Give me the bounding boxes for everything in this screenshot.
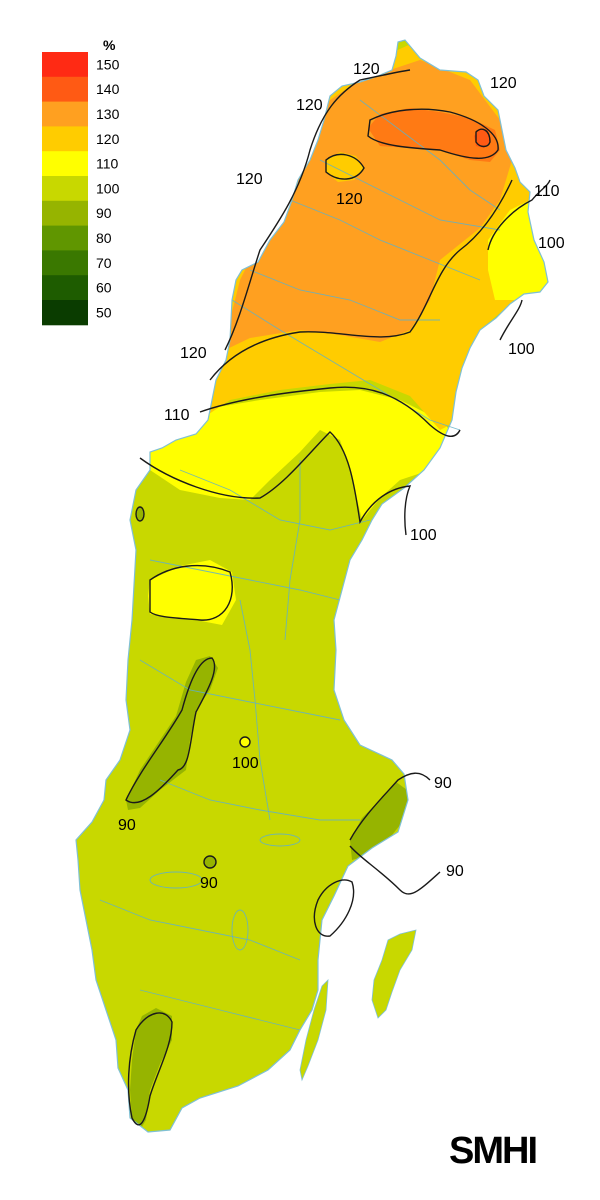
island-gotland <box>371 929 417 1019</box>
region-110-island <box>148 560 236 625</box>
region-90-south <box>130 1008 172 1130</box>
legend-swatch-130 <box>42 101 88 127</box>
contour-label-120-northwest: 120 <box>236 171 263 188</box>
contour-label-100-coast: 100 <box>508 341 535 358</box>
region-90-stockholm <box>350 782 410 860</box>
contour-label-90-central: 90 <box>200 875 218 892</box>
contour-lines <box>125 69 551 1126</box>
region-90-west <box>126 656 218 810</box>
smhi-logo: SMHI <box>449 1130 536 1172</box>
region-90-west-spot <box>136 507 144 521</box>
contour-labels: 120 120 120 120 120 110 100 100 120 110 … <box>118 61 565 892</box>
island-oland <box>299 978 329 1082</box>
contour-label-90-west: 90 <box>118 817 136 834</box>
legend-swatch-80 <box>42 225 88 251</box>
contour-label-110-east: 110 <box>534 183 560 200</box>
legend-swatch-70 <box>42 250 88 276</box>
contour-label-90-stockholm: 90 <box>434 775 452 792</box>
contour-label-110-west: 110 <box>164 407 190 424</box>
legend-swatch-150 <box>42 52 88 78</box>
contour-label-120-west: 120 <box>296 97 323 114</box>
legend-swatch-140 <box>42 76 88 103</box>
contour-label-120-north: 120 <box>353 61 380 78</box>
legend-label-150: 150 <box>96 56 120 72</box>
legend: 150 140 130 120 110 100 90 80 70 60 50 <box>42 52 120 326</box>
legend-label-120: 120 <box>96 131 120 147</box>
rivers <box>99 99 501 1031</box>
legend-label-60: 60 <box>96 280 112 296</box>
sweden-map: 120 120 120 120 120 110 100 100 120 110 … <box>75 39 565 1133</box>
legend-label-90: 90 <box>96 205 112 221</box>
legend-label-130: 130 <box>96 106 120 122</box>
region-150 <box>474 128 490 148</box>
legend-label-50: 50 <box>96 304 112 320</box>
legend-label-100: 100 <box>96 180 120 196</box>
region-110-spot <box>240 737 250 747</box>
legend-label-70: 70 <box>96 255 112 271</box>
legend-swatch-50 <box>42 300 88 326</box>
legend-label-80: 80 <box>96 230 112 246</box>
legend-swatch-120 <box>42 126 88 152</box>
region-110 <box>140 390 460 520</box>
contour-label-100-inland: 100 <box>232 755 259 772</box>
region-90-central-spot <box>204 856 216 868</box>
legend-label-110: 110 <box>96 156 119 172</box>
legend-label-140: 140 <box>96 81 120 97</box>
legend-swatch-100 <box>42 176 88 202</box>
region-120-pocket <box>326 152 364 182</box>
contour-label-90-baltic: 90 <box>446 863 464 880</box>
contour-label-120-center: 120 <box>336 191 363 208</box>
legend-unit-label: % <box>103 37 116 53</box>
legend-swatch-110 <box>42 151 88 177</box>
contour-label-120-mountain: 120 <box>180 345 207 362</box>
legend-swatch-60 <box>42 275 88 301</box>
contour-label-100-east: 100 <box>538 235 565 252</box>
contour-label-100-bothnia: 100 <box>410 527 437 544</box>
legend-swatch-90 <box>42 200 88 227</box>
contour-label-120-northeast: 120 <box>490 75 517 92</box>
region-140 <box>368 108 500 162</box>
